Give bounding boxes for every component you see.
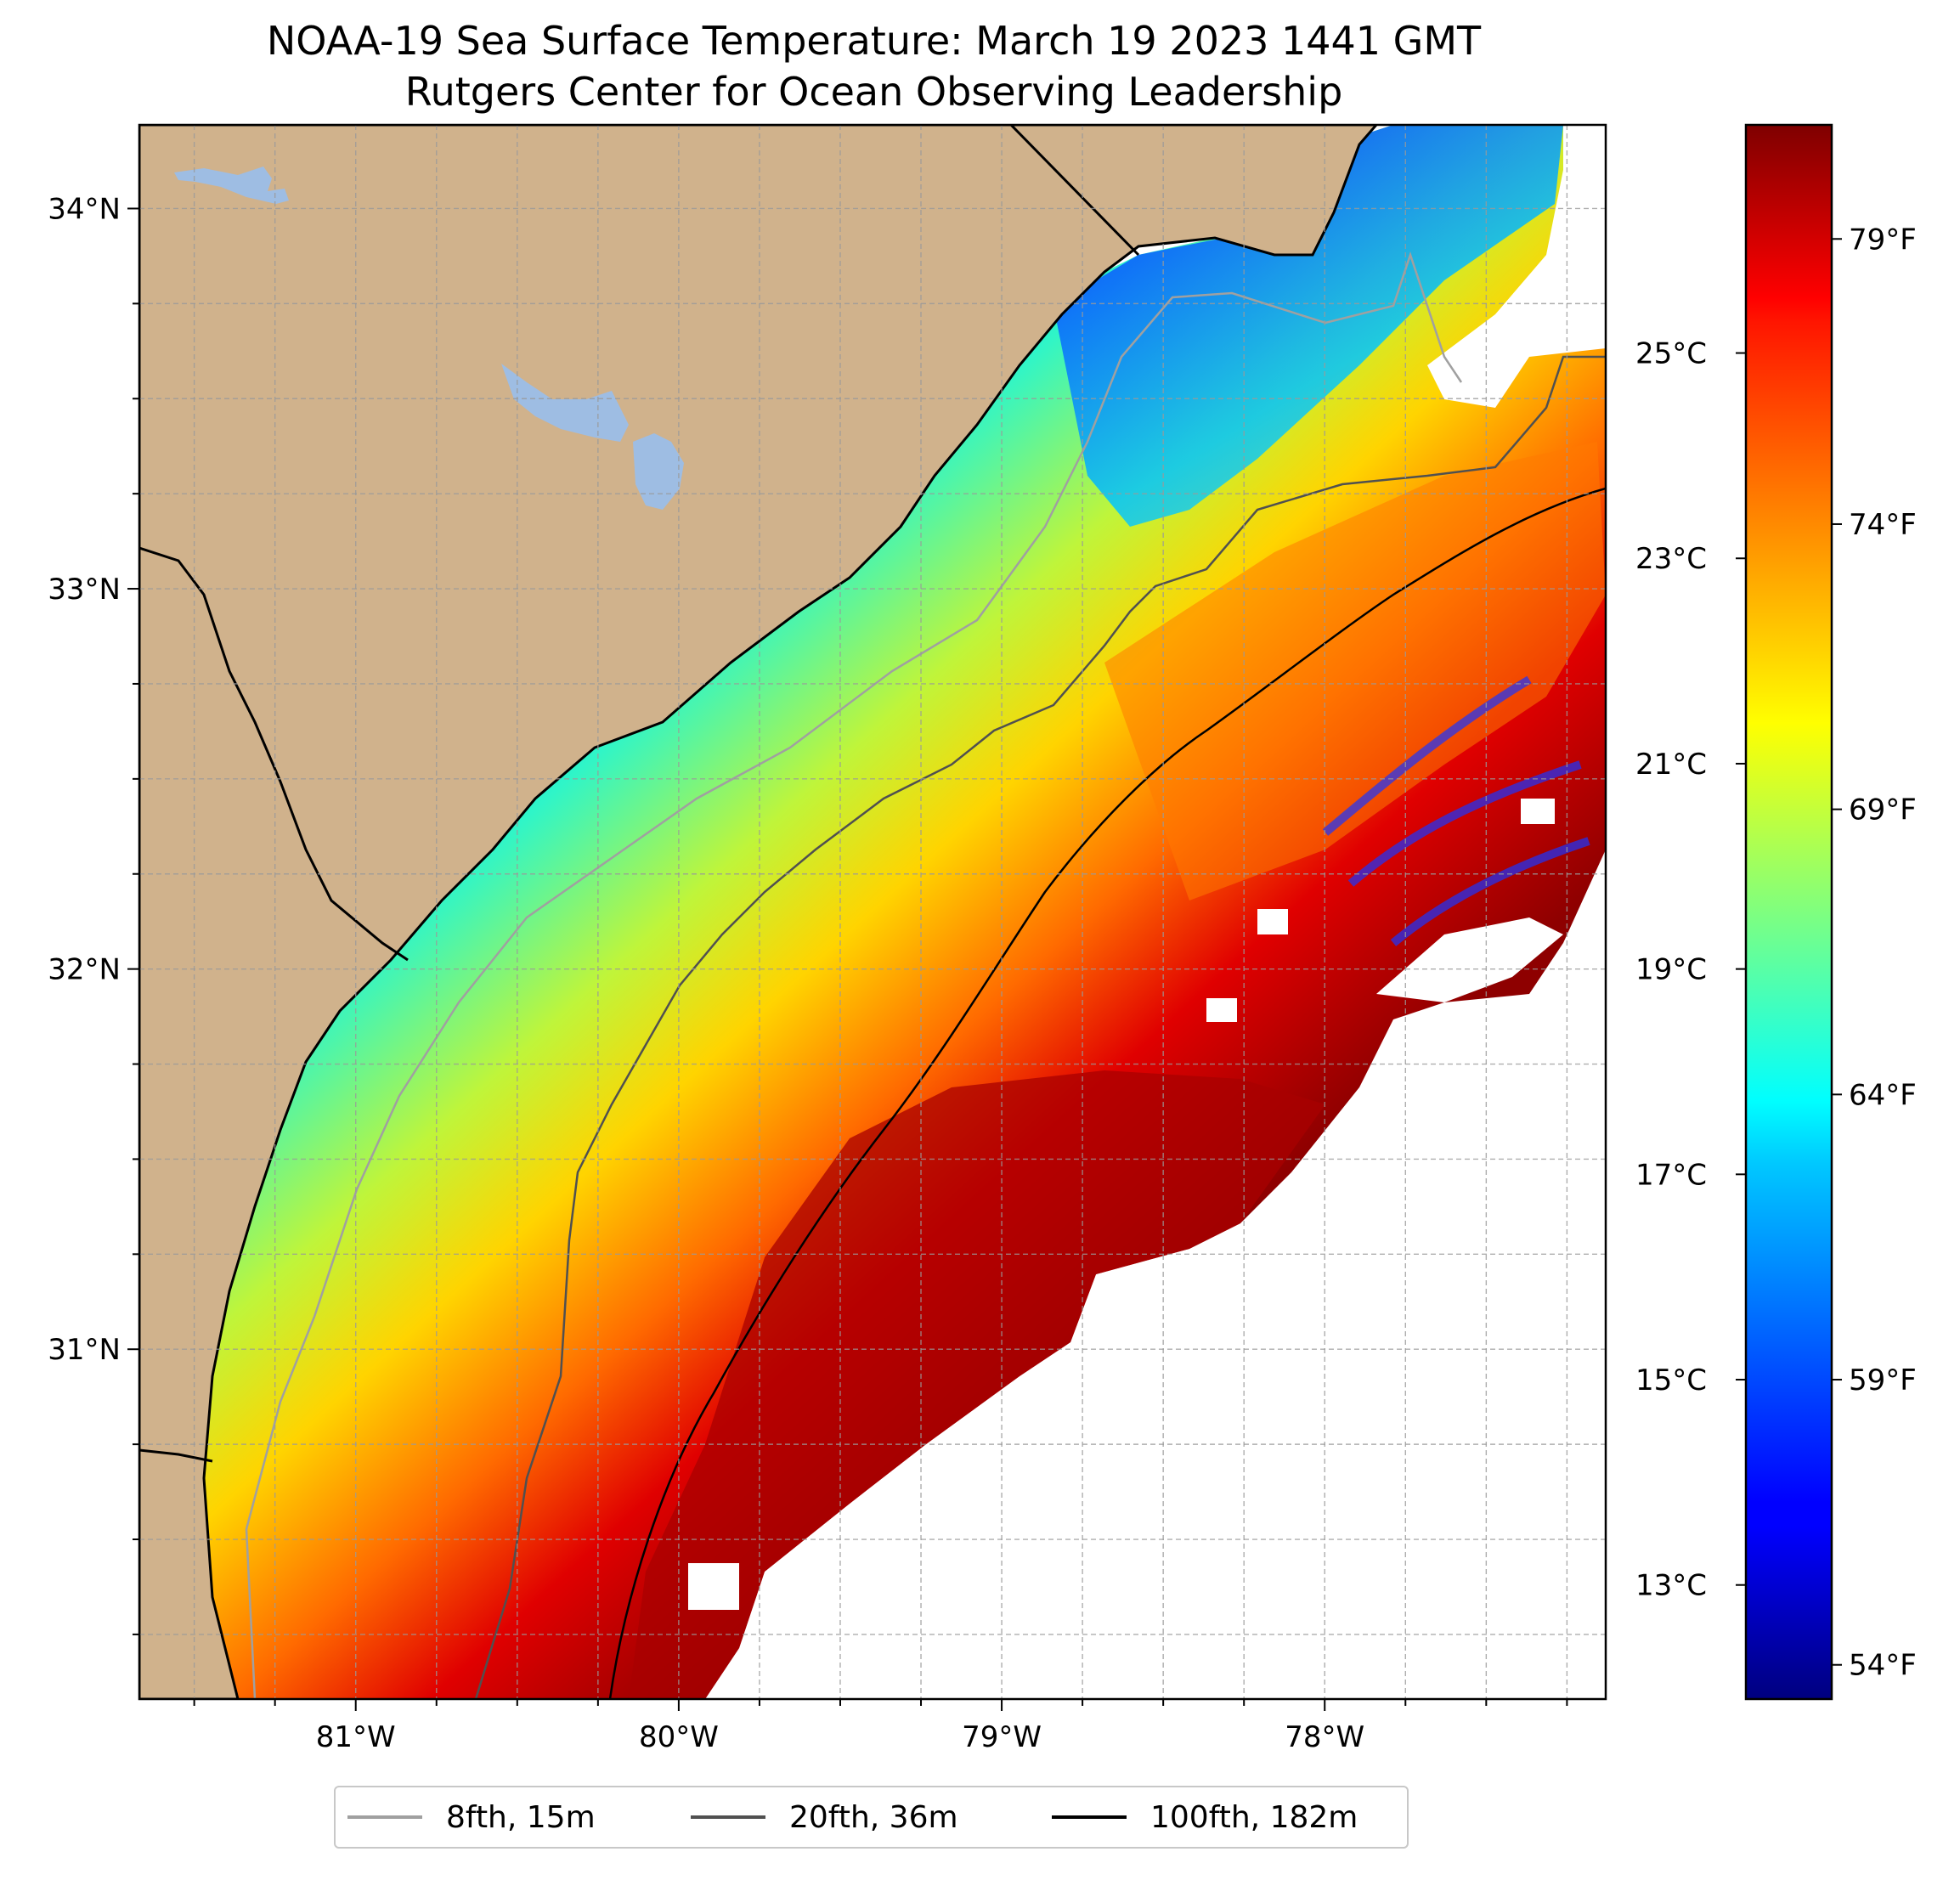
fahrenheit-tick-label: 64°F bbox=[1849, 1078, 1917, 1112]
gridlines bbox=[139, 125, 1606, 1699]
sst-gulf-stream-core bbox=[629, 1070, 1325, 1699]
colorbar-fahrenheit-axis: 79°F 74°F 69°F 64°F 59°F 54°F bbox=[1832, 223, 1917, 1683]
cloud-patch bbox=[1206, 998, 1237, 1022]
isobath-20fth bbox=[474, 355, 1606, 1699]
chart-title: NOAA-19 Sea Surface Temperature: March 1… bbox=[266, 18, 1482, 64]
cloud-mask-mid bbox=[1376, 917, 1563, 1002]
lat-tick-label: 34°N bbox=[48, 192, 121, 226]
legend: 8fth, 15m 20fth, 36m 100fth, 182m bbox=[334, 1786, 1409, 1849]
cloud-patch bbox=[1257, 909, 1288, 934]
celsius-tick-label: 25°C bbox=[1635, 337, 1707, 371]
sst-warm-offshore-band bbox=[1104, 442, 1606, 900]
land bbox=[139, 125, 1378, 1699]
upwelling-filaments bbox=[1322, 675, 1590, 946]
lake-north bbox=[174, 167, 289, 204]
lat-tick-label: 32°N bbox=[48, 953, 121, 987]
fahrenheit-tick-label: 69°F bbox=[1849, 793, 1917, 827]
colorbar bbox=[1744, 123, 1833, 1701]
sst-field bbox=[139, 125, 1606, 1699]
lat-tick-label: 31°N bbox=[48, 1333, 121, 1367]
map-frame bbox=[138, 123, 1607, 1701]
legend-swatch bbox=[347, 1815, 422, 1819]
lon-tick-label: 79°W bbox=[962, 1720, 1042, 1754]
isobath-100fth bbox=[608, 487, 1606, 1699]
celsius-tick-label: 15°C bbox=[1635, 1363, 1707, 1397]
celsius-tick-label: 17°C bbox=[1635, 1158, 1707, 1192]
sst-nearshore-cool-band bbox=[1053, 125, 1563, 527]
chart-subtitle: Rutgers Center for Ocean Observing Leade… bbox=[404, 69, 1343, 115]
sst-map bbox=[139, 125, 1606, 1699]
legend-item-8fth: 8fth, 15m bbox=[347, 1787, 596, 1847]
colorbar-celsius-axis: 25°C 23°C 21°C 19°C 17°C 15°C 13°C bbox=[1635, 337, 1746, 1603]
lat-tick-label: 33°N bbox=[48, 573, 121, 607]
lon-tick-label: 78°W bbox=[1285, 1720, 1364, 1754]
fahrenheit-tick-label: 54°F bbox=[1849, 1649, 1917, 1683]
celsius-tick-label: 21°C bbox=[1635, 748, 1707, 782]
cloud-mask-east bbox=[1427, 125, 1606, 408]
legend-label: 8fth, 15m bbox=[446, 1799, 596, 1835]
legend-swatch bbox=[691, 1815, 765, 1819]
longitude-axis: 81°W 80°W 79°W 78°W bbox=[193, 1699, 1568, 1754]
cloud-patch bbox=[688, 1563, 739, 1610]
state-border bbox=[139, 125, 1140, 1463]
isobath-8fth bbox=[245, 251, 1463, 1699]
legend-swatch bbox=[1052, 1815, 1127, 1819]
lon-tick-label: 80°W bbox=[639, 1720, 719, 1754]
cloud-patch bbox=[1521, 799, 1555, 824]
celsius-tick-label: 19°C bbox=[1635, 953, 1707, 987]
celsius-tick-label: 13°C bbox=[1635, 1569, 1707, 1603]
legend-label: 100fth, 182m bbox=[1150, 1799, 1358, 1835]
fahrenheit-tick-label: 79°F bbox=[1849, 223, 1917, 257]
fahrenheit-tick-label: 74°F bbox=[1849, 508, 1917, 542]
fahrenheit-tick-label: 59°F bbox=[1849, 1363, 1917, 1397]
lon-tick-label: 81°W bbox=[316, 1720, 396, 1754]
lake-marion bbox=[501, 364, 629, 442]
legend-item-100fth: 100fth, 182m bbox=[1052, 1787, 1358, 1847]
lake-moultrie bbox=[633, 433, 684, 510]
celsius-tick-label: 23°C bbox=[1635, 542, 1707, 576]
legend-item-20fth: 20fth, 36m bbox=[691, 1787, 958, 1847]
latitude-axis: 34°N 33°N 32°N 31°N bbox=[48, 192, 139, 1635]
legend-label: 20fth, 36m bbox=[789, 1799, 958, 1835]
